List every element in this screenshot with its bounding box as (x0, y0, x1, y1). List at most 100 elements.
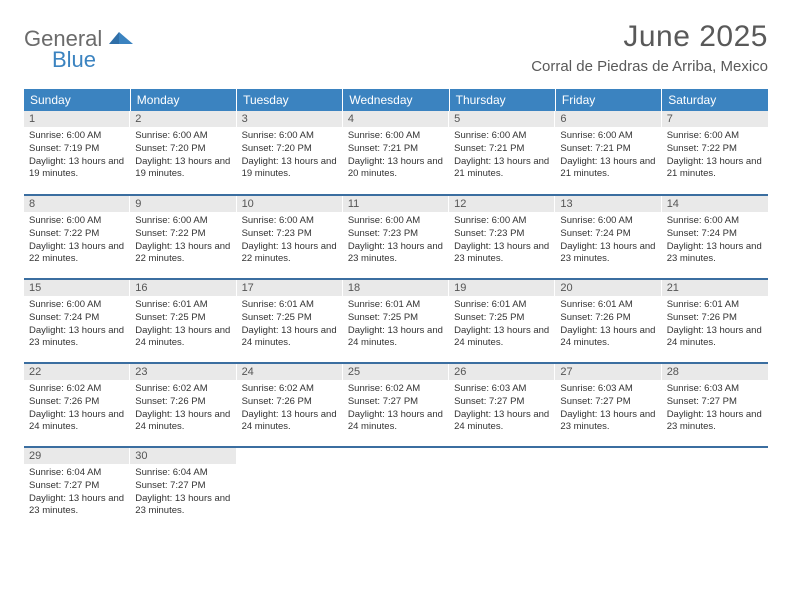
day-body: Sunrise: 6:00 AMSunset: 7:22 PMDaylight:… (662, 127, 768, 186)
sunrise-line: Sunrise: 6:00 AM (454, 215, 550, 228)
day-body: Sunrise: 6:02 AMSunset: 7:26 PMDaylight:… (130, 380, 236, 439)
sunset-line: Sunset: 7:25 PM (135, 312, 231, 325)
sunset-line: Sunset: 7:26 PM (560, 312, 656, 325)
day-number: 25 (343, 364, 449, 380)
day-cell: 24Sunrise: 6:02 AMSunset: 7:26 PMDayligh… (237, 363, 343, 447)
daylight-line: Daylight: 13 hours and 23 minutes. (29, 325, 125, 351)
calendar-row: 15Sunrise: 6:00 AMSunset: 7:24 PMDayligh… (24, 279, 768, 363)
day-cell: 22Sunrise: 6:02 AMSunset: 7:26 PMDayligh… (24, 363, 130, 447)
sunset-line: Sunset: 7:25 PM (348, 312, 444, 325)
calendar-row: 29Sunrise: 6:04 AMSunset: 7:27 PMDayligh… (24, 447, 768, 531)
day-number: 26 (449, 364, 555, 380)
sunset-line: Sunset: 7:22 PM (667, 143, 763, 156)
daylight-line: Daylight: 13 hours and 24 minutes. (348, 409, 444, 435)
day-cell: 21Sunrise: 6:01 AMSunset: 7:26 PMDayligh… (662, 279, 768, 363)
sunrise-line: Sunrise: 6:01 AM (135, 299, 231, 312)
sunrise-line: Sunrise: 6:02 AM (135, 383, 231, 396)
day-body: Sunrise: 6:02 AMSunset: 7:26 PMDaylight:… (237, 380, 343, 439)
day-body: Sunrise: 6:04 AMSunset: 7:27 PMDaylight:… (24, 464, 130, 523)
day-cell: 26Sunrise: 6:03 AMSunset: 7:27 PMDayligh… (449, 363, 555, 447)
day-number: 29 (24, 448, 130, 464)
sunset-line: Sunset: 7:25 PM (454, 312, 550, 325)
day-number: 1 (24, 111, 130, 127)
day-body: Sunrise: 6:00 AMSunset: 7:24 PMDaylight:… (24, 296, 130, 355)
day-number: 30 (130, 448, 236, 464)
empty-cell (662, 447, 768, 531)
sunrise-line: Sunrise: 6:01 AM (454, 299, 550, 312)
day-cell: 4Sunrise: 6:00 AMSunset: 7:21 PMDaylight… (343, 111, 449, 195)
sunset-line: Sunset: 7:27 PM (667, 396, 763, 409)
day-number: 6 (555, 111, 661, 127)
calendar-body: 1Sunrise: 6:00 AMSunset: 7:19 PMDaylight… (24, 111, 768, 531)
daylight-line: Daylight: 13 hours and 23 minutes. (667, 241, 763, 267)
day-number: 19 (449, 280, 555, 296)
sunset-line: Sunset: 7:27 PM (560, 396, 656, 409)
day-body: Sunrise: 6:00 AMSunset: 7:21 PMDaylight:… (555, 127, 661, 186)
daylight-line: Daylight: 13 hours and 24 minutes. (560, 325, 656, 351)
day-cell: 23Sunrise: 6:02 AMSunset: 7:26 PMDayligh… (130, 363, 236, 447)
daylight-line: Daylight: 13 hours and 24 minutes. (135, 409, 231, 435)
day-number: 14 (662, 196, 768, 212)
day-number: 7 (662, 111, 768, 127)
day-number: 23 (130, 364, 236, 380)
sunrise-line: Sunrise: 6:03 AM (560, 383, 656, 396)
day-cell: 12Sunrise: 6:00 AMSunset: 7:23 PMDayligh… (449, 195, 555, 279)
sunset-line: Sunset: 7:23 PM (242, 228, 338, 241)
day-number: 13 (555, 196, 661, 212)
daylight-line: Daylight: 13 hours and 19 minutes. (242, 156, 338, 182)
daylight-line: Daylight: 13 hours and 23 minutes. (348, 241, 444, 267)
month-title: June 2025 (531, 20, 768, 54)
empty-cell (555, 447, 661, 531)
day-body: Sunrise: 6:01 AMSunset: 7:26 PMDaylight:… (555, 296, 661, 355)
weekday-header: Sunday (24, 89, 130, 111)
day-cell: 1Sunrise: 6:00 AMSunset: 7:19 PMDaylight… (24, 111, 130, 195)
sunrise-line: Sunrise: 6:00 AM (454, 130, 550, 143)
sunset-line: Sunset: 7:21 PM (348, 143, 444, 156)
logo-text-wrap: General Blue (24, 26, 135, 71)
daylight-line: Daylight: 13 hours and 21 minutes. (667, 156, 763, 182)
logo: General Blue (24, 20, 135, 71)
logo-mark-icon (109, 28, 135, 46)
day-cell: 14Sunrise: 6:00 AMSunset: 7:24 PMDayligh… (662, 195, 768, 279)
sunrise-line: Sunrise: 6:01 AM (560, 299, 656, 312)
day-number: 8 (24, 196, 130, 212)
sunrise-line: Sunrise: 6:00 AM (29, 299, 125, 312)
sunrise-line: Sunrise: 6:00 AM (667, 215, 763, 228)
sunset-line: Sunset: 7:27 PM (135, 480, 231, 493)
daylight-line: Daylight: 13 hours and 23 minutes. (135, 493, 231, 519)
sunrise-line: Sunrise: 6:02 AM (29, 383, 125, 396)
calendar-table: SundayMondayTuesdayWednesdayThursdayFrid… (24, 89, 768, 531)
day-number: 27 (555, 364, 661, 380)
day-number: 11 (343, 196, 449, 212)
day-cell: 16Sunrise: 6:01 AMSunset: 7:25 PMDayligh… (130, 279, 236, 363)
daylight-line: Daylight: 13 hours and 19 minutes. (135, 156, 231, 182)
sunset-line: Sunset: 7:25 PM (242, 312, 338, 325)
day-body: Sunrise: 6:00 AMSunset: 7:21 PMDaylight:… (343, 127, 449, 186)
day-cell: 10Sunrise: 6:00 AMSunset: 7:23 PMDayligh… (237, 195, 343, 279)
daylight-line: Daylight: 13 hours and 24 minutes. (242, 325, 338, 351)
day-cell: 29Sunrise: 6:04 AMSunset: 7:27 PMDayligh… (24, 447, 130, 531)
day-number: 5 (449, 111, 555, 127)
daylight-line: Daylight: 13 hours and 24 minutes. (348, 325, 444, 351)
day-cell: 13Sunrise: 6:00 AMSunset: 7:24 PMDayligh… (555, 195, 661, 279)
day-body: Sunrise: 6:03 AMSunset: 7:27 PMDaylight:… (662, 380, 768, 439)
sunrise-line: Sunrise: 6:00 AM (242, 215, 338, 228)
weekday-header: Saturday (662, 89, 768, 111)
sunset-line: Sunset: 7:23 PM (348, 228, 444, 241)
sunrise-line: Sunrise: 6:03 AM (667, 383, 763, 396)
calendar-head: SundayMondayTuesdayWednesdayThursdayFrid… (24, 89, 768, 111)
daylight-line: Daylight: 13 hours and 24 minutes. (454, 325, 550, 351)
empty-cell (237, 447, 343, 531)
day-number: 3 (237, 111, 343, 127)
day-body: Sunrise: 6:01 AMSunset: 7:25 PMDaylight:… (237, 296, 343, 355)
weekday-header: Wednesday (343, 89, 449, 111)
day-cell: 3Sunrise: 6:00 AMSunset: 7:20 PMDaylight… (237, 111, 343, 195)
day-body: Sunrise: 6:00 AMSunset: 7:24 PMDaylight:… (662, 212, 768, 271)
day-number: 20 (555, 280, 661, 296)
sunrise-line: Sunrise: 6:00 AM (135, 130, 231, 143)
sunrise-line: Sunrise: 6:00 AM (348, 130, 444, 143)
sunrise-line: Sunrise: 6:02 AM (348, 383, 444, 396)
day-body: Sunrise: 6:00 AMSunset: 7:20 PMDaylight:… (237, 127, 343, 186)
daylight-line: Daylight: 13 hours and 20 minutes. (348, 156, 444, 182)
day-body: Sunrise: 6:02 AMSunset: 7:27 PMDaylight:… (343, 380, 449, 439)
